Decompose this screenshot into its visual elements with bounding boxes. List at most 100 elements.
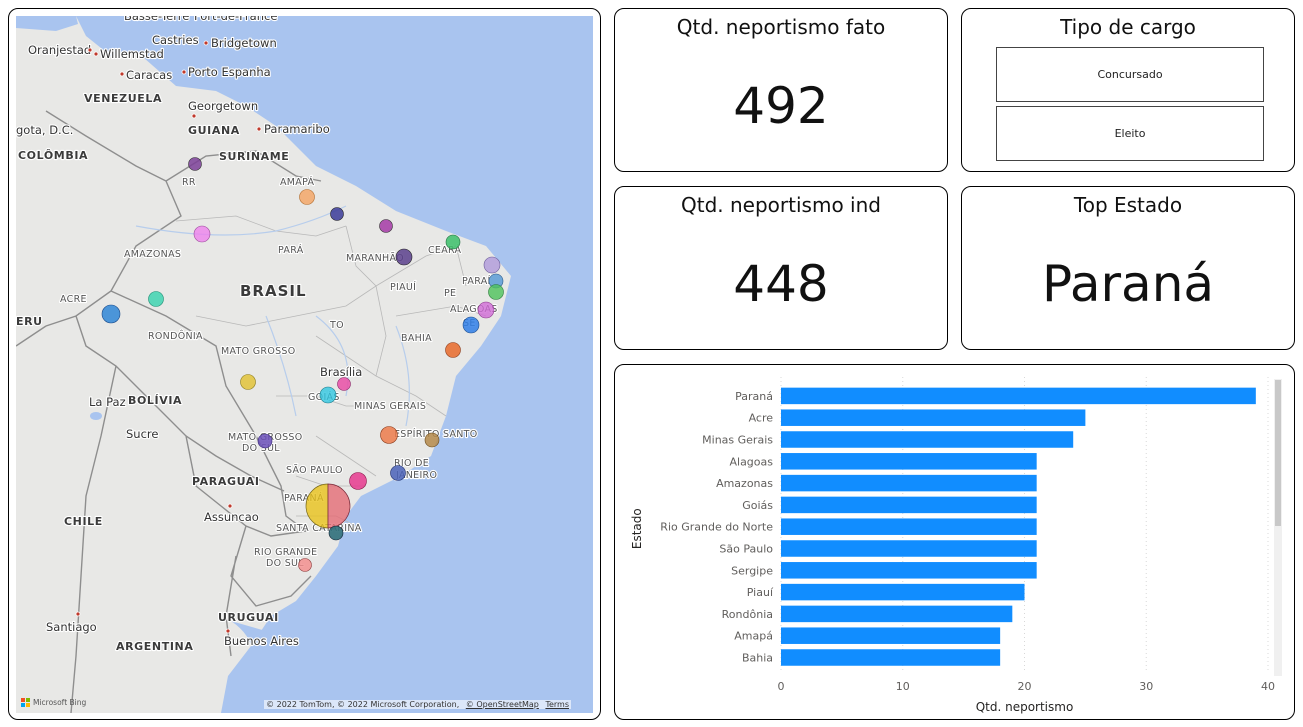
- chart-bars: [781, 387, 1256, 666]
- bar[interactable]: [781, 540, 1037, 557]
- svg-text:PARAÍ: PARAÍ: [462, 275, 491, 287]
- svg-text:MARANHÃO: MARANHÃO: [346, 253, 404, 264]
- kpi-ind-value: 448: [733, 255, 829, 313]
- country-borders: [16, 110, 322, 713]
- svg-text:BRASIL: BRASIL: [240, 282, 307, 300]
- bubble-go: [319, 386, 337, 404]
- microsoft-bing-logo: Microsoft Bing: [21, 698, 86, 707]
- svg-text:ERU: ERU: [16, 315, 43, 328]
- svg-text:Brasília: Brasília: [320, 365, 362, 379]
- svg-text:DO SUL: DO SUL: [242, 443, 280, 454]
- bubble-bahia: [445, 342, 461, 358]
- bubble-rondonia: [148, 291, 164, 307]
- svg-text:Willemstad: Willemstad: [100, 47, 164, 61]
- bubble-maranhao-b: [395, 248, 413, 266]
- bar[interactable]: [781, 605, 1013, 623]
- svg-text:MATO GROSSO: MATO GROSSO: [221, 346, 296, 357]
- bubble-al: [477, 301, 495, 319]
- category-label: Alagoas: [729, 455, 773, 468]
- svg-text:Caracas: Caracas: [126, 68, 172, 82]
- bubble-acre: [101, 304, 121, 324]
- bubble-rj: [390, 465, 406, 481]
- kpi-fato-title: Qtd. neportismo fato: [676, 15, 886, 39]
- category-label: Piauí: [747, 586, 774, 599]
- bar[interactable]: [781, 387, 1256, 405]
- map-bubbles[interactable]: [101, 157, 504, 572]
- map-svg[interactable]: Basse-Terre Fort-de-France Oranjestad Wi…: [16, 16, 593, 713]
- category-label: Amapá: [734, 630, 773, 643]
- slicer-option-concursado[interactable]: Concursado: [996, 47, 1264, 102]
- bubble-rr: [188, 157, 202, 171]
- bubble-rs: [298, 558, 312, 572]
- bar[interactable]: [781, 474, 1037, 492]
- x-axis-title: Qtd. neportismo: [976, 700, 1074, 714]
- svg-text:CHILE: CHILE: [64, 515, 103, 528]
- category-label: Goiás: [742, 499, 773, 512]
- x-tick-label: 0: [778, 680, 785, 693]
- kpi-card-top-estado[interactable]: Top Estado Paraná: [961, 186, 1295, 350]
- category-label: Bahia: [742, 652, 773, 665]
- svg-text:La Paz: La Paz: [89, 395, 126, 409]
- svg-text:VENEZUELA: VENEZUELA: [84, 92, 162, 105]
- category-label: Sergipe: [731, 564, 773, 577]
- chart-scrollbar-thumb[interactable]: [1275, 380, 1281, 526]
- openstreetmap-link[interactable]: © OpenStreetMap: [465, 700, 539, 709]
- svg-text:Basse-Terre: Basse-Terre: [124, 16, 189, 23]
- svg-text:Fort-de-France: Fort-de-France: [194, 16, 277, 23]
- bubble-amazonas: [193, 225, 211, 243]
- bar[interactable]: [781, 562, 1037, 579]
- svg-text:gota, D.C.: gota, D.C.: [16, 123, 73, 137]
- bubble-ms: [257, 433, 273, 449]
- map-canvas[interactable]: Basse-Terre Fort-de-France Oranjestad Wi…: [16, 16, 593, 713]
- svg-text:DO SUL: DO SUL: [266, 558, 304, 569]
- bar[interactable]: [781, 409, 1086, 426]
- bubble-parana[interactable]: [305, 483, 351, 529]
- svg-text:Bridgetown: Bridgetown: [211, 36, 277, 50]
- svg-text:COLÔMBIA: COLÔMBIA: [18, 149, 88, 162]
- slicer-option-eleito[interactable]: Eleito: [996, 106, 1264, 161]
- category-label: Rio Grande do Norte: [660, 521, 773, 534]
- bar[interactable]: [781, 431, 1074, 448]
- svg-text:RONDÔNIA: RONDÔNIA: [148, 330, 203, 342]
- terms-link[interactable]: Terms: [545, 700, 569, 709]
- svg-text:BOLÍVIA: BOLÍVIA: [128, 394, 182, 407]
- category-label: Paraná: [735, 390, 773, 403]
- svg-text:Paramaribo: Paramaribo: [264, 122, 330, 136]
- bubble-pe: [488, 284, 504, 300]
- map-copyright: © 2022 TomTom, © 2022 Microsoft Corporat…: [264, 700, 571, 709]
- rivers: [135, 205, 410, 427]
- bar[interactable]: [781, 583, 1025, 601]
- svg-text:BAHIA: BAHIA: [401, 333, 432, 344]
- map-visual[interactable]: Basse-Terre Fort-de-France Oranjestad Wi…: [8, 8, 601, 720]
- bubble-se: [462, 316, 480, 334]
- bar-chart-svg[interactable]: Paraná Acre Minas Gerais Alagoas Amazonas Goi…: [615, 365, 1295, 720]
- svg-text:Santiago: Santiago: [46, 620, 97, 634]
- kpi-card-fato[interactable]: Qtd. neportismo fato 492: [614, 8, 948, 172]
- slicer-tipo-de-cargo[interactable]: Tipo de cargo Concursado Eleito: [961, 8, 1295, 172]
- kpi-ind-title: Qtd. neportismo ind: [681, 193, 881, 217]
- bar[interactable]: [781, 627, 1001, 644]
- svg-text:Buenos Aires: Buenos Aires: [224, 634, 299, 648]
- svg-text:Castries: Castries: [152, 33, 199, 47]
- category-label: Acre: [749, 412, 774, 425]
- bar[interactable]: [781, 453, 1037, 470]
- bar[interactable]: [781, 496, 1037, 514]
- bubble-amapa: [299, 189, 315, 205]
- svg-text:PARÁ: PARÁ: [278, 244, 304, 256]
- category-label: São Paulo: [719, 543, 773, 556]
- bubble-ceara: [445, 234, 461, 250]
- land-shape: [16, 16, 511, 713]
- svg-text:PIAUÍ: PIAUÍ: [390, 281, 416, 293]
- svg-text:GUIANA: GUIANA: [188, 124, 240, 137]
- svg-text:Georgetown: Georgetown: [188, 99, 258, 113]
- kpi-card-ind[interactable]: Qtd. neportismo ind 448: [614, 186, 948, 350]
- chart-scrollbar-track[interactable]: [1274, 379, 1282, 676]
- bar[interactable]: [781, 649, 1001, 666]
- chart-category-labels: Paraná Acre Minas Gerais Alagoas Amazonas Goi…: [660, 390, 774, 665]
- bar-chart-card[interactable]: Paraná Acre Minas Gerais Alagoas Amazonas Goi…: [614, 364, 1295, 720]
- bar[interactable]: [781, 518, 1037, 535]
- svg-text:TO: TO: [329, 320, 344, 331]
- bubble-sc: [328, 525, 344, 541]
- kpi-top-title: Top Estado: [1073, 193, 1183, 217]
- svg-text:PARAGUAI: PARAGUAI: [192, 475, 260, 488]
